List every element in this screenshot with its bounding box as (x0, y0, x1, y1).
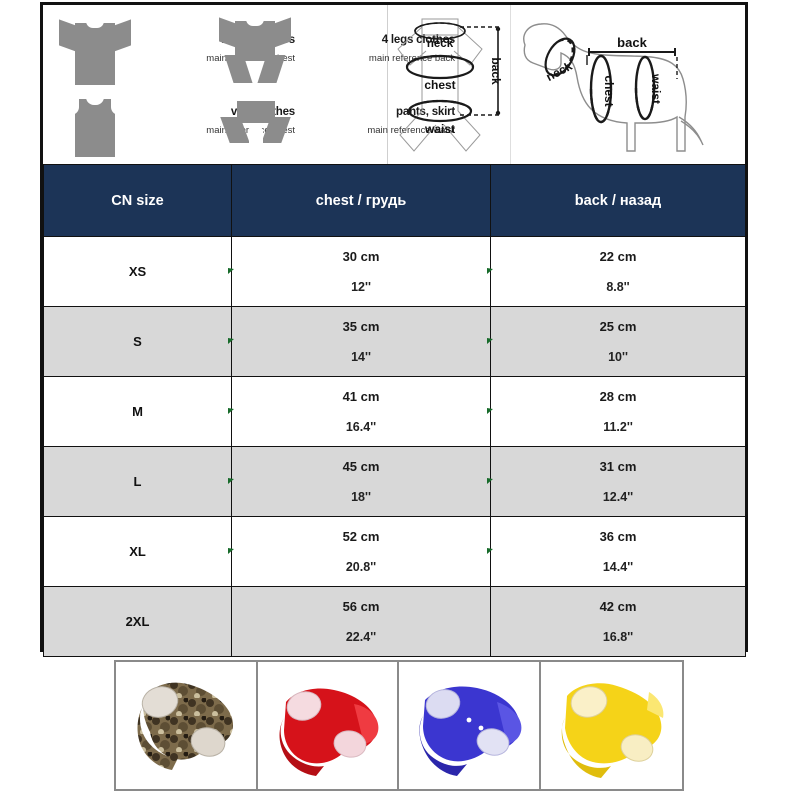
dog-diagram-pane: back neck chest waist (511, 5, 745, 164)
chest-cm: 35 cm (342, 319, 380, 334)
illustration-band: 2 legs clothes main reference chest (43, 5, 745, 164)
chest-cm: 56 cm (342, 599, 380, 614)
back-inch: 11.2'' (603, 420, 633, 434)
garment-title: 4 legs clothes (381, 34, 455, 46)
table-header-row: CN size chest / грудь back / назад (43, 164, 746, 237)
green-marker-icon (487, 547, 493, 554)
product-photo-camouflage[interactable] (116, 662, 258, 789)
back-inch: 12.4'' (602, 490, 634, 504)
chest-inch: 16.4'' (345, 420, 377, 434)
cell-chest: 52 cm 20.8'' (228, 516, 491, 587)
garment-legend-pane: 2 legs clothes main reference chest (43, 5, 455, 164)
green-marker-icon (228, 547, 234, 554)
cell-back: 36 cm 14.4'' (487, 516, 746, 587)
table-row: 2XL 56 cm 22.4'' 42 cm 16.8'' (43, 586, 746, 657)
chest-inch: 22.4'' (345, 630, 377, 644)
chart-frame: 2 legs clothes main reference chest (40, 2, 748, 657)
garment-subtitle: main reference waist (367, 125, 455, 136)
green-marker-icon (487, 407, 493, 414)
green-marker-icon (228, 477, 234, 484)
cell-back: 31 cm 12.4'' (487, 446, 746, 517)
svg-text:chest: chest (424, 78, 455, 92)
product-photo-yellow[interactable] (541, 662, 683, 789)
back-cm: 36 cm (599, 529, 637, 544)
cell-back: 42 cm 16.8'' (490, 586, 746, 657)
green-marker-icon (487, 337, 493, 344)
cell-back: 28 cm 11.2'' (487, 376, 746, 447)
cell-size: S (43, 306, 232, 377)
chest-cm: 45 cm (342, 459, 380, 474)
table-row: XS 30 cm 12'' 22 cm 8.8'' (43, 236, 746, 307)
shirt-diagram-pane: neck chest waist back (388, 5, 511, 164)
svg-text:chest: chest (602, 75, 616, 106)
tee-shirt-icon (59, 13, 137, 85)
cell-chest: 30 cm 12'' (228, 236, 491, 307)
cell-chest: 41 cm 16.4'' (228, 376, 491, 447)
back-cm: 42 cm (599, 599, 637, 614)
chest-inch: 14'' (351, 350, 371, 364)
cell-size: M (43, 376, 232, 447)
chest-cm: 41 cm (342, 389, 380, 404)
back-inch: 8.8'' (606, 280, 630, 294)
header-chest: chest / грудь (231, 164, 491, 237)
cell-chest: 35 cm 14'' (228, 306, 491, 377)
cell-chest: 56 cm 22.4'' (231, 586, 491, 657)
garment-subtitle: main reference back (368, 53, 455, 64)
cell-back: 22 cm 8.8'' (487, 236, 746, 307)
green-marker-icon (228, 407, 234, 414)
cell-back: 25 cm 10'' (487, 306, 746, 377)
size-label: 2XL (125, 613, 150, 629)
svg-text:neck: neck (427, 38, 454, 50)
size-label: S (133, 333, 142, 349)
green-marker-icon (487, 477, 493, 484)
header-back: back / назад (490, 164, 746, 237)
svg-text:back: back (617, 35, 647, 50)
back-inch: 10'' (608, 350, 628, 364)
green-marker-icon (228, 337, 234, 344)
dog-measure-diagram: back neck chest waist (523, 23, 704, 152)
size-table: CN size chest / грудь back / назад XS 30… (43, 164, 746, 657)
chest-inch: 20.8'' (345, 560, 377, 574)
cell-size: L (43, 446, 232, 517)
cell-size: XL (43, 516, 232, 587)
table-row: XL 52 cm 20.8'' 36 cm 14.4'' (43, 516, 746, 587)
size-label: M (132, 403, 143, 419)
chest-cm: 52 cm (342, 529, 380, 544)
product-photo-red[interactable] (258, 662, 399, 789)
table-row: S 35 cm 14'' 25 cm 10'' (43, 306, 746, 377)
size-label: XL (129, 543, 146, 559)
header-cn-size: CN size (43, 164, 232, 237)
chest-inch: 18'' (351, 490, 371, 504)
back-cm: 28 cm (599, 389, 637, 404)
back-inch: 14.4'' (602, 560, 634, 574)
back-cm: 31 cm (599, 459, 637, 474)
shirt-measure-diagram: neck chest waist back (397, 18, 503, 152)
green-marker-icon (228, 267, 234, 274)
vest-icon (59, 85, 137, 157)
svg-text:waist: waist (424, 122, 455, 136)
size-label: L (133, 473, 142, 489)
back-cm: 22 cm (599, 249, 637, 264)
table-row: M 41 cm 16.4'' 28 cm 11.2'' (43, 376, 746, 447)
back-inch: 16.8'' (602, 630, 634, 644)
product-photo-blue[interactable] (399, 662, 541, 789)
back-cm: 25 cm (599, 319, 637, 334)
chest-inch: 12'' (351, 280, 371, 294)
garment-legend-item: 4 legs clothes main reference back (219, 13, 455, 85)
cell-chest: 45 cm 18'' (228, 446, 491, 517)
green-marker-icon (487, 267, 493, 274)
pants-skirt-icon (219, 85, 297, 157)
chest-cm: 30 cm (342, 249, 380, 264)
svg-text:waist: waist (649, 73, 663, 104)
table-row: L 45 cm 18'' 31 cm 12.4'' (43, 446, 746, 517)
cell-size: XS (43, 236, 232, 307)
svg-text:back: back (489, 57, 503, 85)
product-photo-strip (114, 660, 684, 791)
four-leg-suit-icon (219, 13, 297, 85)
cell-size: 2XL (43, 586, 232, 657)
size-label: XS (128, 263, 147, 279)
